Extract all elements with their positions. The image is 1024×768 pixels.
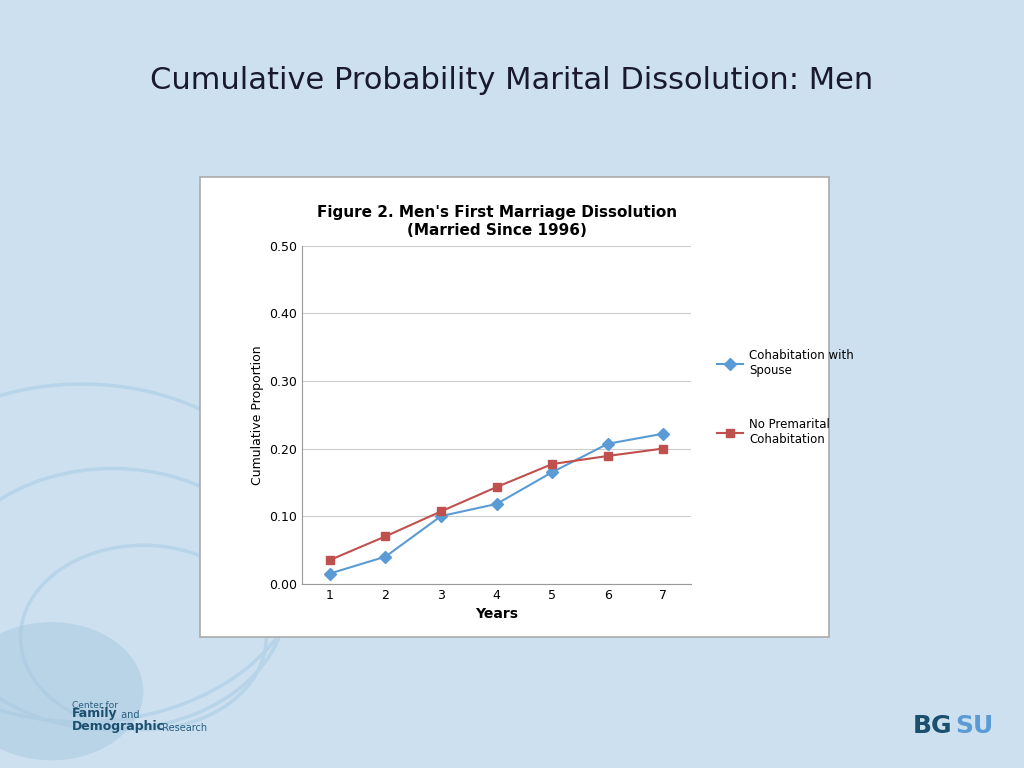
Text: Center for: Center for (72, 701, 118, 710)
Title: Figure 2. Men's First Marriage Dissolution
(Married Since 1996): Figure 2. Men's First Marriage Dissoluti… (316, 205, 677, 237)
Text: Demographic: Demographic (72, 720, 165, 733)
Legend: Cohabitation with
Spouse, No Premarital
Cohabitation: Cohabitation with Spouse, No Premarital … (713, 344, 859, 452)
Y-axis label: Cumulative Proportion: Cumulative Proportion (251, 345, 263, 485)
X-axis label: Years: Years (475, 607, 518, 621)
Text: SU: SU (955, 713, 993, 738)
Text: BG: BG (912, 713, 952, 738)
Text: and: and (118, 710, 139, 720)
Text: Family: Family (72, 707, 118, 720)
Text: Research: Research (159, 723, 207, 733)
Text: Cumulative Probability Marital Dissolution: Men: Cumulative Probability Marital Dissoluti… (151, 66, 873, 95)
